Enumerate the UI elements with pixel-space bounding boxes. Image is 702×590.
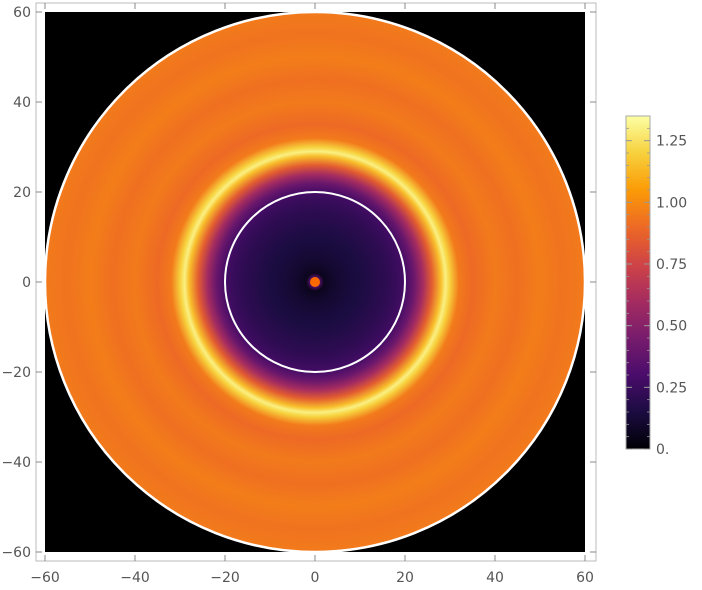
y-tick-label: 60 [13, 5, 31, 21]
y-tick-label: 0 [22, 275, 31, 291]
center-point [310, 277, 320, 287]
colorbar-tick-label: 1.25 [656, 134, 687, 150]
colorbar-tick-label: 0. [656, 442, 669, 458]
x-axis-ticks: −60 −40 −20 0 20 40 60 [30, 3, 594, 586]
colorbar-tick-label: 0.25 [656, 380, 687, 396]
x-tick-label: −40 [120, 570, 150, 586]
outer-boundary-circle [43, 10, 587, 554]
x-tick-label: 0 [311, 570, 320, 586]
colorbar [625, 115, 651, 450]
colorbar-ticks: 0. 0.25 0.50 0.75 1.00 1.25 [626, 127, 687, 458]
x-tick-label: −60 [30, 570, 60, 586]
x-tick-label: 40 [486, 570, 504, 586]
y-tick-label: 20 [13, 185, 31, 201]
inner-radius-circle [224, 191, 406, 373]
y-tick-label: −60 [1, 545, 31, 561]
x-tick-label: 60 [576, 570, 594, 586]
y-tick-label: 40 [13, 95, 31, 111]
colorbar-tick-label: 1.00 [656, 195, 687, 211]
y-axis-ticks: −60 −40 −20 0 20 40 60 [1, 5, 596, 561]
y-tick-label: −20 [1, 365, 31, 381]
y-tick-label: −40 [1, 455, 31, 471]
x-tick-label: 20 [396, 570, 414, 586]
colorbar-tick-label: 0.50 [656, 319, 687, 335]
colorbar-tick-label: 0.75 [656, 257, 687, 273]
x-tick-label: −20 [210, 570, 240, 586]
